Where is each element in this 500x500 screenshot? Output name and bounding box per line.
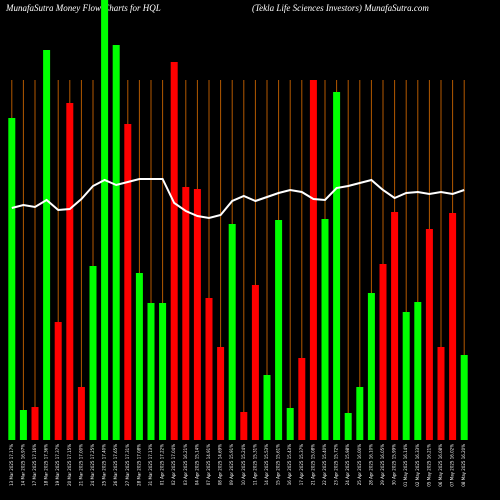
x-tick-label: 30 Apr 2025 15.99% [392,444,397,485]
bar [367,293,375,440]
x-tick-label: 16 Apr 2025 15.43% [287,444,292,485]
x-tick-label: 21 Mar 2025 17.00% [78,444,83,486]
x-tick-label: 27 Mar 2025 17.31% [125,444,130,486]
bar [356,387,364,440]
x-tick-label: 14 Apr 2025 15.53% [264,444,269,485]
bar [379,264,387,440]
bar [124,124,132,440]
x-tick-label: 28 Apr 2025 16.10% [368,444,373,485]
x-tick-label: 17 Apr 2025 15.37% [299,444,304,485]
x-tick-label: 21 Apr 2025 15.08% [310,444,315,485]
bar [251,285,259,440]
x-tick-label: 07 Apr 2025 14.91% [206,444,211,485]
bar [31,407,39,440]
bar [182,187,190,440]
x-tick-label: 26 Mar 2025 17.65% [113,444,118,486]
x-tick-label: 05 May 2025 16.21% [426,444,431,487]
x-tick-label: 24 Mar 2025 17.25% [90,444,95,486]
money-flow-line [11,178,465,220]
x-tick-label: 09 Apr 2025 15.91% [229,444,234,485]
x-tick-label: 04 Apr 2025 15.14% [194,444,199,485]
bar [101,0,109,440]
x-tick-label: 01 Apr 2025 17.22% [160,444,165,485]
bar [414,302,422,440]
bar [275,220,283,440]
bar [333,92,341,440]
bar [460,355,468,440]
bar [170,62,178,440]
x-tick-label: 03 Apr 2025 16.21% [183,444,188,485]
bar [309,80,317,440]
x-tick-label: 02 Apr 2025 17.04% [171,444,176,485]
bar [147,303,155,440]
bar [298,358,306,440]
x-tick-label: 18 Mar 2025 17.36% [44,444,49,486]
bar [449,213,457,440]
x-tick-label: 10 Apr 2025 15.24% [241,444,246,485]
bar [286,408,294,440]
x-tick-label: 02 May 2025 16.33% [415,444,420,487]
x-tick-label: 15 Apr 2025 15.61% [276,444,281,485]
x-tick-label: 25 Mar 2025 17.40% [102,444,107,486]
x-tick-label: 17 Mar 2025 17.16% [32,444,37,486]
x-tick-label: 28 Mar 2025 17.08% [136,444,141,486]
bar [321,219,329,440]
x-tick-label: 14 Mar 2025 16.97% [20,444,25,486]
bar [159,303,167,440]
chart-subtitle: (Tekla Life Sciences Investors) MunafaSu… [252,3,429,13]
bar [77,387,85,440]
x-tick-label: 08 May 2025 16.20% [461,444,466,487]
x-tick-label: 06 May 2025 16.08% [438,444,443,487]
bar [402,312,410,440]
x-tick-label: 29 Apr 2025 16.05% [380,444,385,485]
x-tick-label: 20 Mar 2025 17.15% [67,444,72,486]
chart-title: MunafaSutra Money Flow Charts for HQL [5,3,161,13]
x-tick-label: 11 Apr 2025 15.31% [252,444,257,485]
bar [344,413,352,440]
bar [425,229,433,440]
bar [205,298,213,440]
bar [437,347,445,440]
bar [66,103,74,440]
bar [54,322,62,440]
bar [391,212,399,440]
bar [89,266,97,440]
bar [217,347,225,440]
x-tick-label: 22 Apr 2025 15.40% [322,444,327,485]
bar [112,45,120,440]
bar [19,410,27,440]
bar [43,50,51,440]
x-tick-label: 23 Apr 2025 15.72% [334,444,339,485]
x-tick-label: 08 Apr 2025 14.69% [218,444,223,485]
x-tick-label: 31 Mar 2025 17.13% [148,444,153,486]
bar [228,224,236,440]
x-tick-label: 13 Mar 2025 17.17% [9,444,14,486]
x-tick-label: 01 May 2025 16.14% [403,444,408,487]
x-tick-label: 24 Apr 2025 15.98% [345,444,350,485]
bar [8,118,16,440]
x-tick-label: 19 Mar 2025 17.37% [55,444,60,486]
bar [135,273,143,440]
x-tick-label: 25 Apr 2025 16.00% [357,444,362,485]
bar [263,375,271,440]
bar [240,412,248,440]
x-tick-label: 07 May 2025 16.02% [450,444,455,487]
bar [193,189,201,440]
